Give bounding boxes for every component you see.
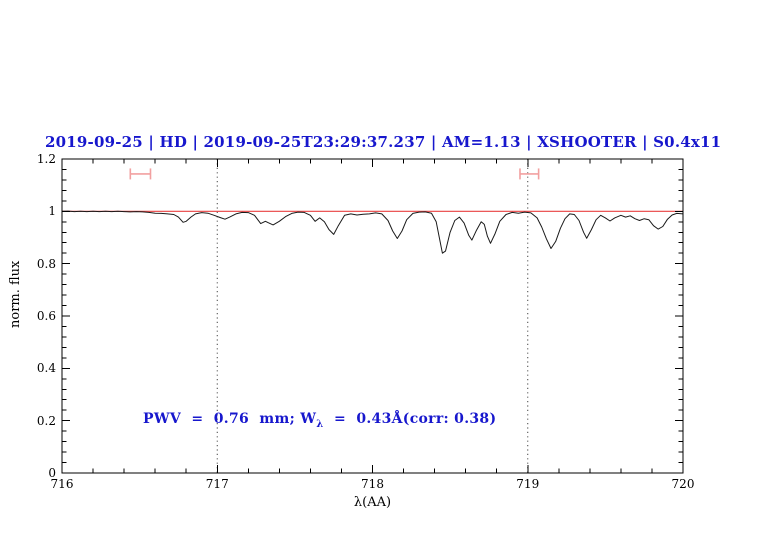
pwv-annotation-part2: = 0.43Å(corr: 0.38) <box>323 411 497 427</box>
y-tick-label: 0.8 <box>36 256 56 271</box>
x-axis-label: λ(AA) <box>353 495 392 510</box>
x-tick-label: 717 <box>205 477 229 491</box>
plot-title: 2019-09-25 | HD | 2019-09-25T23:29:37.23… <box>45 133 722 151</box>
y-tick-label: 0 <box>48 466 56 480</box>
x-tick-label: 720 <box>671 477 695 491</box>
y-tick-label: 0.2 <box>36 413 56 428</box>
y-tick-label: 0.4 <box>36 361 56 376</box>
y-tick-label: 0.6 <box>36 309 56 323</box>
x-tick-label: 719 <box>516 477 540 491</box>
y-tick-label: 1.2 <box>36 152 56 166</box>
x-tick-label: 718 <box>361 477 384 491</box>
pwv-annotation: PWV = 0.76 mm; Wλ = 0.43Å(corr: 0.38) <box>143 411 496 430</box>
spectrum-line <box>61 210 684 254</box>
y-tick-label: 1 <box>48 204 56 219</box>
pwv-annotation-part1: PWV = 0.76 mm; W <box>143 411 317 427</box>
pwv-annotation-lambda-subscript: λ <box>316 418 324 430</box>
x-tick-label: 716 <box>50 477 74 491</box>
